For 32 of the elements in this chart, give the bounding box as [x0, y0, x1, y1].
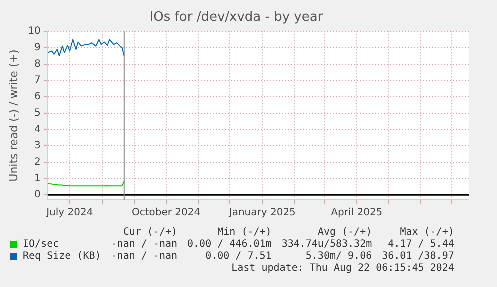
y-tick-label: 10	[28, 26, 41, 38]
legend-label: IO/sec	[22, 239, 60, 250]
y-tick-label: 2	[34, 156, 41, 168]
text: Cur (-/+)	[122, 227, 178, 239]
text: 0.00 / 446.01m	[186, 239, 272, 251]
text: Max (-/+)	[399, 227, 454, 239]
text: 0.00 / 7.51	[204, 251, 272, 263]
x-tick-label: April 2025	[331, 208, 383, 219]
y-tick-label: 6	[34, 92, 41, 103]
text: 4.17 / 5.44	[387, 239, 454, 251]
text: Avg (-/+)	[316, 227, 372, 239]
text: -nan / -nan	[110, 239, 178, 251]
y-tick-label: 3	[34, 140, 41, 152]
y-tick-label: 9	[34, 42, 41, 54]
x-tick-label: July 2024	[46, 208, 94, 219]
text: 36.01 /38.97	[381, 251, 454, 263]
x-tick-label: January 2025	[228, 208, 296, 219]
text: 5.30m/ 9.06	[304, 251, 372, 263]
text: 334.74u/583.32m	[280, 239, 372, 251]
y-tick-label: 7	[34, 75, 41, 86]
chart-title: IOs for /dev/xvda - by year	[150, 10, 324, 26]
y-tick-label: 1	[34, 173, 41, 184]
y-tick-label: 4	[34, 124, 41, 136]
y-axis-title: Units read (-) / write (+)	[7, 50, 20, 182]
y-tick-label: 0	[34, 190, 41, 201]
legend-label: Req Size (KB)	[22, 251, 102, 262]
x-tick-label: October 2024	[132, 208, 201, 219]
text: Min (-/+)	[216, 227, 272, 239]
y-tick-label: 8	[34, 58, 41, 70]
text: -nan / -nan	[110, 251, 178, 263]
y-tick-label: 5	[34, 108, 41, 119]
text: Last update: Thu Aug 22 06:15:45 2024	[230, 263, 454, 275]
